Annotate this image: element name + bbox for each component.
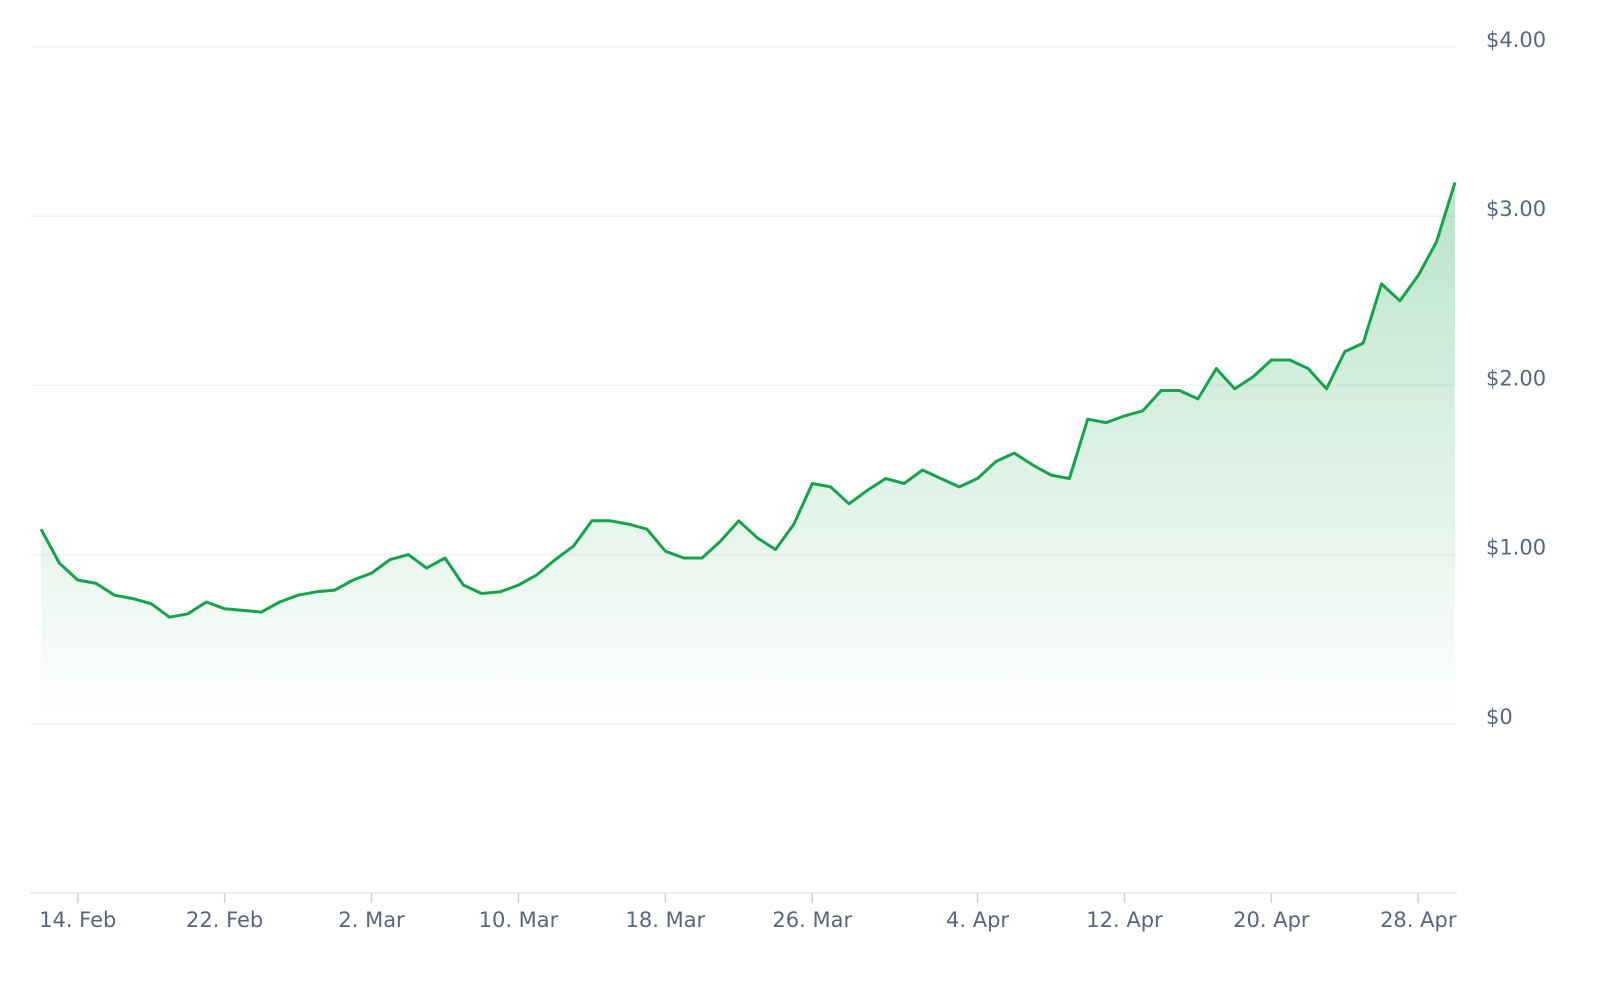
x-tick-label: 22. Feb (186, 908, 263, 932)
x-tick-label: 18. Mar (626, 908, 706, 932)
y-tick-label: $0 (1486, 705, 1513, 729)
y-tick-label: $1.00 (1486, 536, 1546, 560)
x-tick-label: 20. Apr (1233, 908, 1310, 932)
x-tick-label: 28. Apr (1380, 908, 1457, 932)
x-tick-label: 26. Mar (772, 908, 852, 932)
y-tick-label: $3.00 (1486, 197, 1546, 221)
price-line (39, 181, 1457, 619)
y-tick-label: $4.00 (1486, 28, 1546, 52)
x-tick-label: 4. Apr (946, 908, 1009, 932)
x-tick-label: 12. Apr (1086, 908, 1163, 932)
area (41, 182, 1455, 724)
y-tick-label: $2.00 (1486, 366, 1546, 390)
x-tick-label: 14. Feb (39, 908, 116, 932)
x-tick-label: 10. Mar (479, 908, 559, 932)
x-tick-label: 2. Mar (338, 908, 405, 932)
